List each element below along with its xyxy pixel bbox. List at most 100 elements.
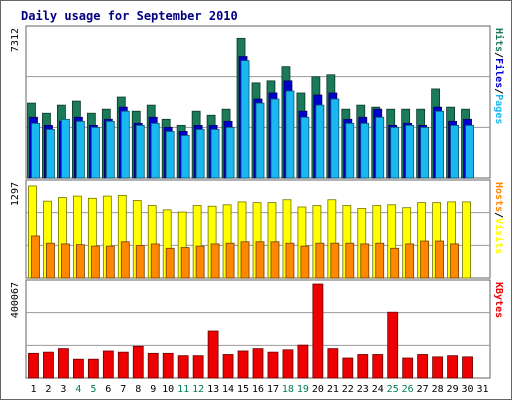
- hits-files-pages-pages-bar-7: [120, 110, 130, 179]
- x-tick-label-18: 18: [282, 384, 294, 395]
- hits-files-pages-pages-bar-13: [210, 129, 220, 179]
- x-tick-label-6: 6: [105, 384, 111, 395]
- kbytes-kbytes-bar-13: [207, 330, 219, 379]
- hosts-visits-hosts-bar-9: [150, 243, 160, 279]
- hits-files-pages-label-part-0: Hits: [493, 28, 505, 52]
- kbytes-kbytes-bar-11: [177, 355, 189, 379]
- kbytes-kbytes-bar-28: [432, 356, 444, 379]
- hits-files-pages-label-part-2: Files: [493, 58, 505, 88]
- hosts-visits-hosts-bar-23: [360, 243, 370, 279]
- hits-files-pages-pages-bar-27: [420, 126, 430, 179]
- x-tick-label-4: 4: [75, 384, 81, 395]
- x-tick-label-1: 1: [30, 384, 36, 395]
- kbytes-series-label: KBytes: [493, 282, 504, 318]
- x-tick-label-29: 29: [447, 384, 459, 395]
- kbytes-kbytes-bar-2: [43, 351, 54, 379]
- kbytes-kbytes-bar-8: [132, 345, 144, 379]
- hosts-visits-hosts-bar-10: [165, 247, 175, 279]
- x-tick-label-20: 20: [312, 384, 324, 395]
- x-tick-label-10: 10: [162, 384, 174, 395]
- hosts-visits-hosts-bar-6: [105, 245, 115, 279]
- kbytes-kbytes-bar-5: [87, 358, 99, 379]
- hosts-visits-hosts-bar-13: [210, 243, 220, 279]
- hosts-visits-hosts-bar-14: [225, 242, 235, 279]
- hosts-visits-hosts-bar-29: [450, 243, 459, 279]
- x-tick-label-27: 27: [417, 384, 429, 395]
- kbytes-kbytes-bar-26: [402, 357, 414, 379]
- hits-files-pages-pages-bar-12: [195, 129, 205, 179]
- hosts-visits-hosts-bar-11: [180, 247, 190, 279]
- hits-files-pages-pages-bar-16: [255, 102, 265, 179]
- kbytes-kbytes-bar-29: [447, 355, 458, 379]
- hits-files-pages-series-label: Hits/Files/Pages: [493, 28, 505, 124]
- hits-files-pages-pages-bar-11: [180, 135, 190, 179]
- kbytes-kbytes-bar-7: [117, 351, 129, 379]
- x-tick-label-23: 23: [357, 384, 369, 395]
- hits-files-pages-pages-bar-30: [465, 124, 474, 179]
- hosts-visits-hosts-bar-4: [75, 244, 85, 279]
- hits-files-pages-pages-bar-1: [31, 122, 40, 179]
- x-tick-label-19: 19: [297, 384, 309, 395]
- hosts-visits-hosts-bar-16: [255, 241, 265, 279]
- kbytes-kbytes-bar-4: [72, 358, 84, 379]
- x-tick-label-12: 12: [192, 384, 204, 395]
- x-tick-label-31: 31: [476, 384, 488, 395]
- x-tick-label-5: 5: [90, 384, 96, 395]
- x-tick-label-8: 8: [135, 384, 141, 395]
- kbytes-kbytes-bar-17: [267, 351, 279, 379]
- hosts-visits-hosts-bar-18: [285, 242, 295, 279]
- kbytes-kbytes-bar-20: [312, 283, 324, 379]
- x-tick-label-21: 21: [327, 384, 339, 395]
- hits-files-pages-pages-bar-10: [165, 131, 175, 179]
- hosts-visits-label-part-2: Visits: [493, 218, 505, 254]
- hits-files-pages-label-part-1: /: [493, 52, 504, 58]
- x-tick-label-16: 16: [252, 384, 264, 395]
- hits-files-pages-pages-bar-6: [105, 120, 115, 179]
- kbytes-kbytes-bar-30: [462, 356, 473, 379]
- hits-files-pages-pages-bar-28: [435, 110, 445, 179]
- kbytes-kbytes-bar-27: [417, 354, 429, 379]
- kbytes-kbytes-bar-24: [372, 354, 384, 379]
- hosts-visits-ymax-label: 1297: [10, 182, 21, 206]
- hosts-visits-hosts-bar-17: [270, 241, 280, 279]
- kbytes-kbytes-bar-1: [28, 352, 39, 379]
- hits-files-pages-pages-bar-2: [46, 129, 55, 179]
- hosts-visits-label-part-1: /: [493, 212, 504, 218]
- hits-files-pages-pages-bar-4: [75, 120, 85, 179]
- kbytes-kbytes-bar-23: [357, 354, 369, 379]
- hosts-visits-hosts-bar-1: [31, 235, 40, 279]
- hosts-visits-hosts-bar-21: [330, 242, 340, 279]
- hits-files-pages-pages-bar-21: [330, 98, 340, 179]
- x-tick-label-11: 11: [177, 384, 189, 395]
- x-tick-label-25: 25: [387, 384, 399, 395]
- kbytes-kbytes-bar-18: [282, 349, 294, 379]
- hits-files-pages-pages-bar-19: [300, 116, 310, 179]
- hits-files-pages-pages-bar-5: [90, 126, 100, 179]
- hosts-visits-hosts-bar-26: [405, 243, 415, 279]
- kbytes-kbytes-bar-25: [387, 311, 399, 379]
- kbytes-kbytes-bar-22: [342, 357, 354, 379]
- x-tick-label-28: 28: [432, 384, 444, 395]
- hits-files-pages-label-part-3: /: [493, 88, 504, 94]
- x-tick-label-3: 3: [60, 384, 66, 395]
- kbytes-kbytes-bar-9: [147, 352, 159, 379]
- hosts-visits-series-label: Hosts/Visits: [493, 182, 505, 254]
- x-tick-label-24: 24: [372, 384, 384, 395]
- hosts-visits-hosts-bar-22: [345, 242, 355, 279]
- hits-files-pages-pages-bar-3: [61, 118, 70, 179]
- hosts-visits-visits-bar-30: [462, 201, 471, 279]
- hits-files-pages-pages-bar-17: [270, 98, 280, 179]
- hits-files-pages-pages-bar-25: [390, 126, 400, 179]
- x-tick-label-14: 14: [222, 384, 234, 395]
- hosts-visits-hosts-bar-7: [120, 241, 130, 279]
- kbytes-ymax-label: 400067: [10, 282, 21, 318]
- kbytes-kbytes-bar-16: [252, 348, 264, 379]
- hosts-visits-label-part-0: Hosts: [493, 182, 504, 212]
- hits-files-pages-pages-bar-26: [405, 124, 415, 179]
- hosts-visits-hosts-bar-19: [300, 245, 310, 279]
- kbytes-kbytes-bar-15: [237, 350, 249, 379]
- hosts-visits-hosts-bar-5: [90, 245, 100, 279]
- hosts-visits-hosts-bar-27: [420, 240, 430, 279]
- hits-files-pages-pages-bar-9: [150, 122, 160, 179]
